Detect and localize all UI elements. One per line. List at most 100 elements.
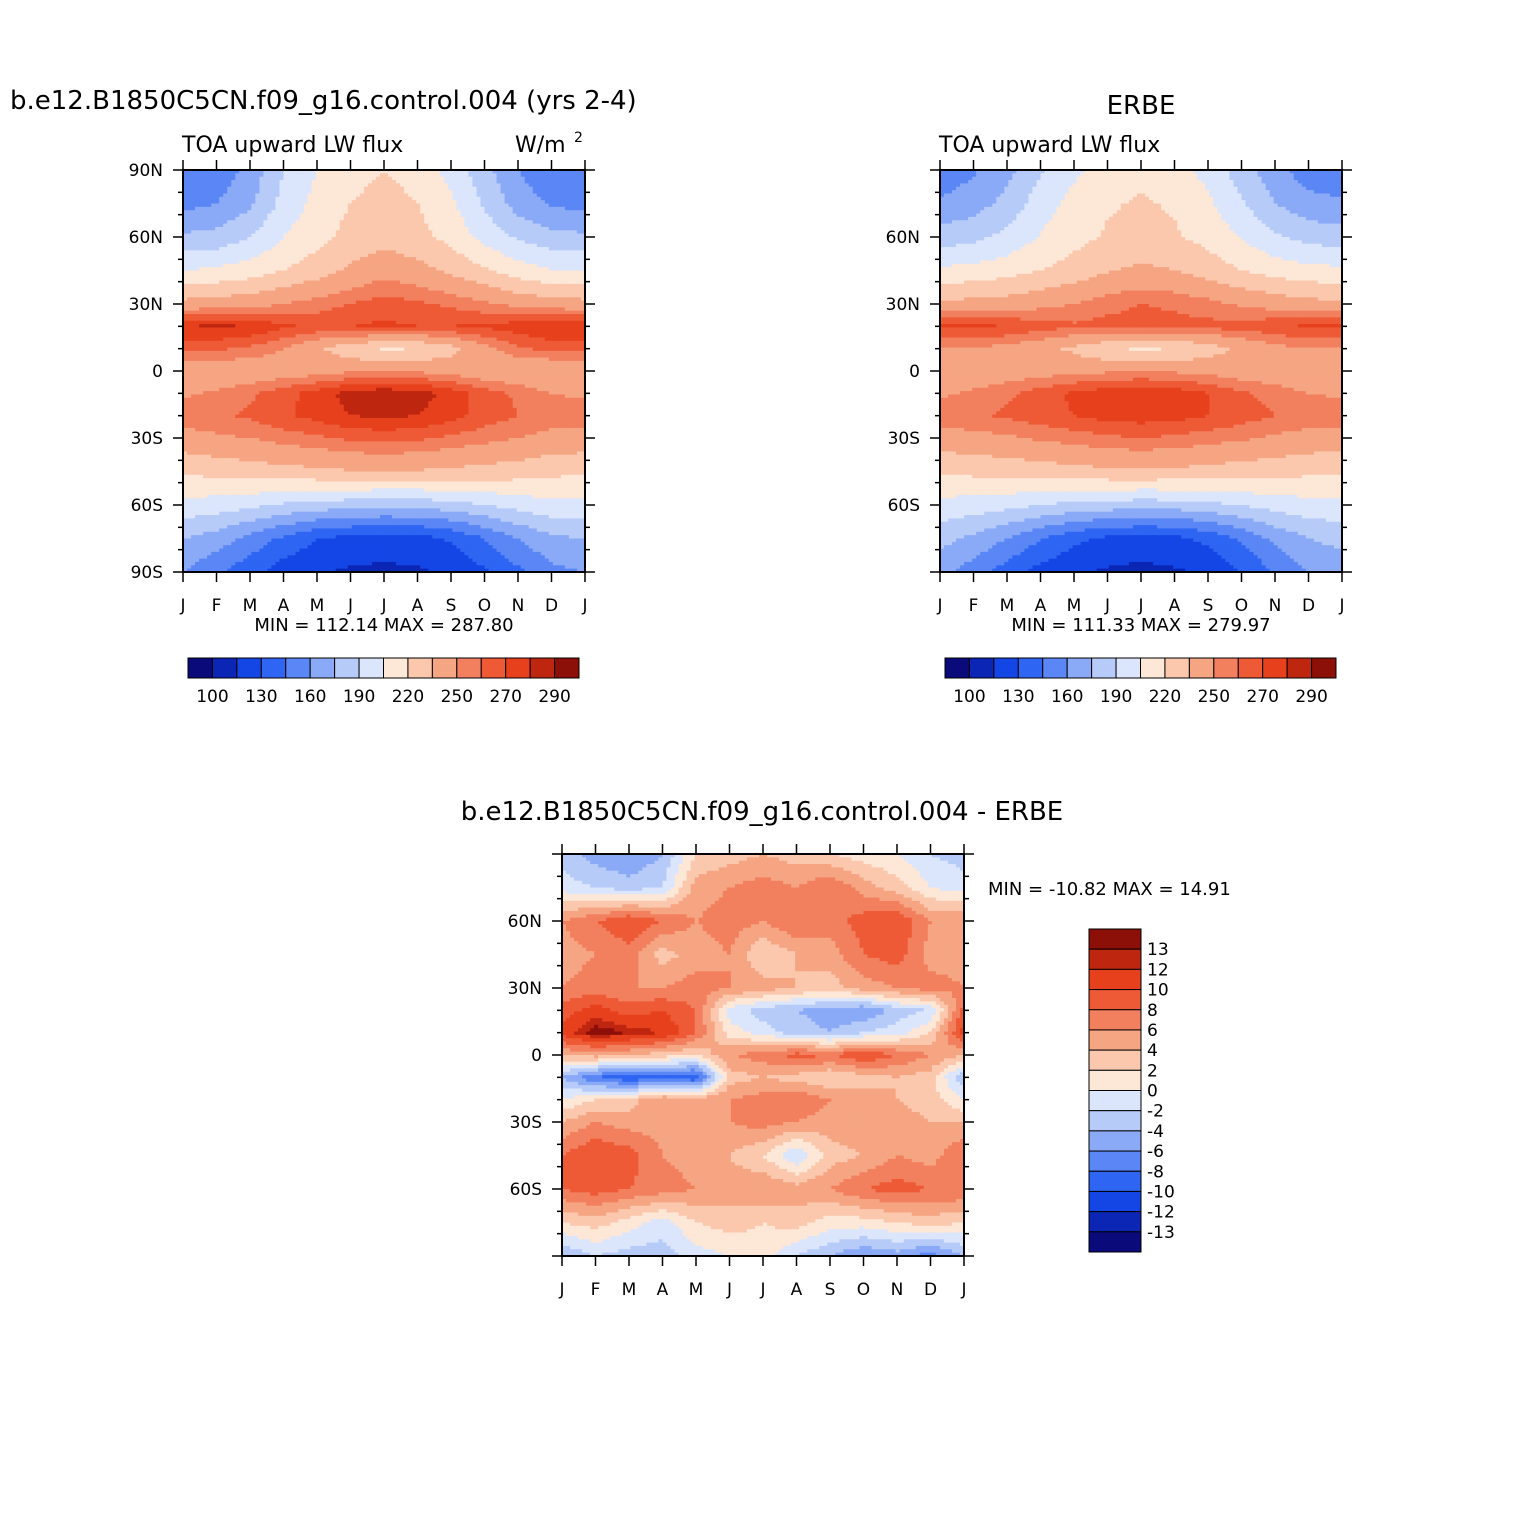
heatmap-cell [303, 330, 309, 335]
heatmap-cell [367, 213, 373, 218]
heatmap-cell [287, 170, 293, 174]
heatmap-cell [223, 206, 228, 211]
heatmap-cell [472, 213, 478, 218]
heatmap-cell [375, 176, 381, 181]
heatmap-cell [343, 310, 349, 315]
heatmap-cell [512, 180, 518, 184]
heatmap-cell [408, 327, 413, 332]
heatmap-cell [492, 320, 498, 325]
heatmap-cell [267, 320, 273, 325]
heatmap-cell [247, 280, 252, 285]
heatmap-cell [183, 307, 188, 312]
heatmap-cell [492, 267, 498, 272]
heatmap-cell [576, 273, 582, 278]
heatmap-cell [307, 260, 313, 265]
heatmap-cell [283, 176, 289, 181]
heatmap-cell [379, 226, 385, 231]
heatmap-cell [339, 300, 345, 305]
heatmap-cell [363, 200, 369, 205]
heatmap-cell [508, 304, 514, 308]
heatmap-cell [544, 287, 550, 292]
heatmap-cell [536, 220, 542, 225]
heatmap-cell [211, 263, 216, 268]
heatmap-cell [388, 250, 393, 255]
heatmap-cell [203, 250, 208, 255]
heatmap-cell [239, 226, 244, 231]
heatmap-cell [315, 240, 321, 245]
heatmap-cell [404, 226, 409, 231]
heatmap-cell [207, 253, 212, 258]
heatmap-cell [388, 297, 393, 302]
heatmap-cell [580, 310, 585, 315]
heatmap-cell [363, 233, 369, 238]
heatmap-cell [363, 267, 369, 272]
heatmap-cell [219, 206, 224, 211]
heatmap-cell [215, 250, 220, 255]
heatmap-cell [504, 307, 510, 312]
heatmap-cell [464, 210, 470, 215]
heatmap-cell [187, 283, 192, 288]
heatmap-cell [295, 253, 301, 258]
heatmap-cell [379, 183, 385, 188]
heatmap-cell [335, 297, 341, 302]
heatmap-cell [227, 226, 232, 231]
heatmap-cell [540, 297, 546, 302]
heatmap-cell [560, 210, 566, 215]
heatmap-cell [251, 170, 256, 174]
heatmap-cell [239, 273, 244, 278]
heatmap-cell [424, 334, 429, 339]
heatmap-cell [255, 230, 260, 235]
heatmap-cell [235, 247, 240, 251]
heatmap-cell [271, 317, 277, 322]
heatmap-cell [371, 216, 377, 221]
heatmap-cell [247, 257, 252, 262]
heatmap-cell [375, 293, 381, 298]
heatmap-cell [371, 250, 377, 255]
heatmap-cell [560, 283, 566, 288]
heatmap-cell [195, 183, 200, 188]
heatmap-cell [480, 250, 486, 255]
heatmap-cell [207, 200, 212, 205]
heatmap-cell [476, 240, 482, 245]
heatmap-cell [199, 196, 204, 201]
heatmap-cell [235, 230, 240, 235]
heatmap-cell [544, 334, 550, 339]
heatmap-cell [540, 170, 546, 174]
heatmap-cell [552, 226, 558, 231]
heatmap-cell [319, 267, 325, 272]
heatmap-cell [540, 196, 546, 201]
heatmap-cell [556, 183, 562, 188]
heatmap-cell [347, 334, 353, 339]
heatmap-cell [291, 247, 297, 251]
heatmap-cell [295, 300, 301, 305]
heatmap-cell [476, 307, 482, 312]
heatmap-cell [440, 180, 445, 184]
heatmap-cell [239, 277, 244, 282]
heatmap-cell [375, 247, 381, 251]
heatmap-cell [440, 327, 445, 332]
heatmap-cell [524, 247, 530, 251]
heatmap-cell [564, 213, 570, 218]
heatmap-cell [548, 200, 554, 205]
heatmap-cell [468, 300, 474, 305]
heatmap-cell [291, 317, 297, 322]
heatmap-cell [420, 310, 425, 315]
heatmap-cell [508, 277, 514, 282]
heatmap-cell [468, 273, 474, 278]
heatmap-cell [560, 297, 566, 302]
heatmap-cell [227, 327, 232, 332]
heatmap-cell [379, 250, 385, 255]
heatmap-cell [456, 304, 461, 308]
heatmap-cell [263, 267, 269, 272]
heatmap-cell [195, 230, 200, 235]
heatmap-cell [251, 263, 256, 268]
heatmap-cell [512, 260, 518, 265]
heatmap-cell [440, 273, 445, 278]
heatmap-cell [199, 173, 204, 178]
heatmap-cell [259, 190, 264, 195]
heatmap-cell [199, 233, 204, 238]
heatmap-cell [540, 283, 546, 288]
heatmap-cell [367, 287, 373, 292]
heatmap-cell [271, 314, 277, 318]
heatmap-cell [528, 290, 534, 295]
